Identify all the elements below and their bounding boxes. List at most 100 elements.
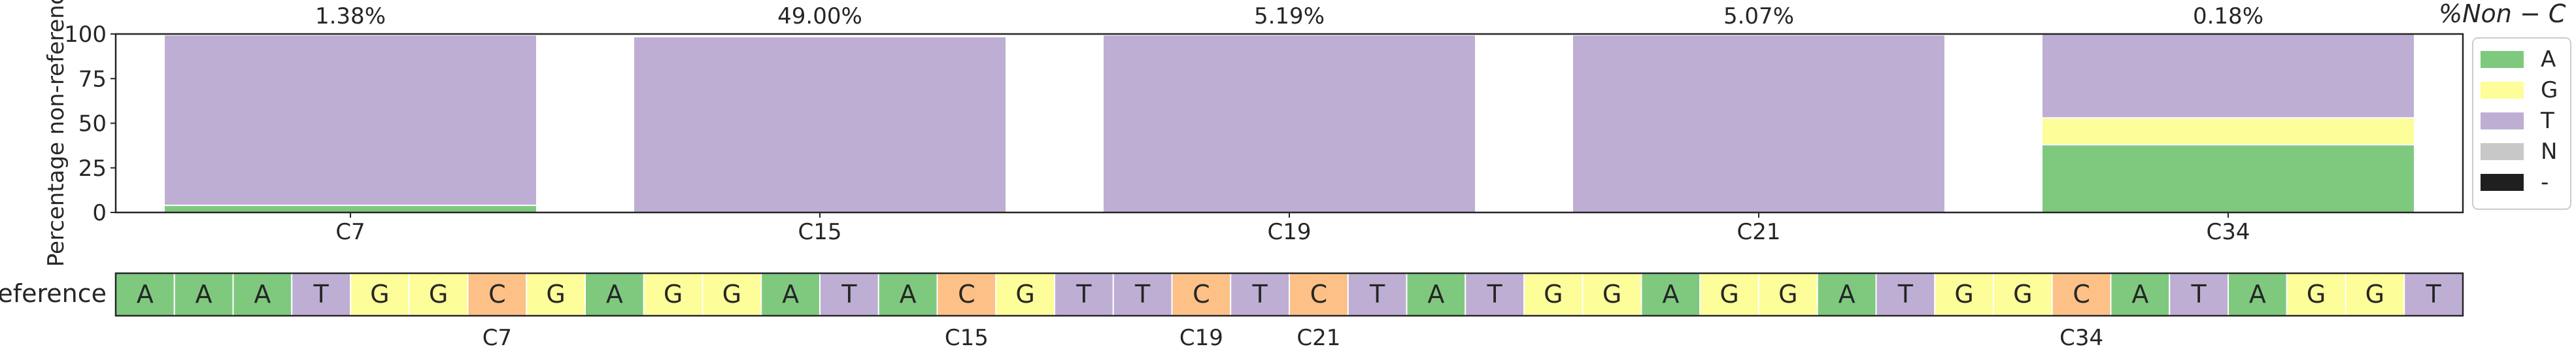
reference-cell <box>1523 273 1584 316</box>
bar-C7-A <box>163 205 537 213</box>
reference-base: A <box>254 280 271 309</box>
reference-base: A <box>1427 280 1444 309</box>
reference-base: A <box>782 280 799 309</box>
reference-label: Reference <box>0 279 107 308</box>
reference-base: G <box>1720 280 1738 309</box>
bar-C34-G <box>2041 117 2415 146</box>
reference-base: G <box>370 280 389 309</box>
x-tick-label-C21: C21 <box>1737 219 1780 245</box>
reference-cell <box>115 273 175 316</box>
bar-C7-T <box>163 34 537 207</box>
reference-cell <box>1699 273 1759 316</box>
reference-cell <box>1230 273 1290 316</box>
reference-cell <box>2110 273 2171 316</box>
legend-label-N: N <box>2541 139 2557 165</box>
axes-layer: C7 1.38% C15 49.00% C19 5.19% C21 5.07% C34 0.18%… <box>64 3 2263 245</box>
reference-cell <box>173 273 234 316</box>
reference-base: T <box>2191 280 2207 309</box>
legend-swatch-A <box>2481 51 2524 68</box>
reference-base: C <box>1193 280 1210 309</box>
reference-cell <box>1112 273 1173 316</box>
reference-base: G <box>1954 280 1973 309</box>
legend-swatch-G <box>2481 82 2524 99</box>
reference-base: T <box>313 280 330 309</box>
bars-layer <box>163 33 2415 214</box>
reference-cell <box>2403 273 2464 316</box>
reference-base: C <box>2073 280 2090 309</box>
reference-base: G <box>546 280 565 309</box>
reference-marker-C19: C19 <box>1179 325 1223 351</box>
top-percent-label-C15: 49.00% <box>777 3 862 29</box>
x-tick-label-C15: C15 <box>798 219 841 245</box>
reference-base: G <box>1015 280 1034 309</box>
reference-base: G <box>429 280 448 309</box>
legend-swatch-T <box>2481 112 2524 129</box>
x-tick-label-C34: C34 <box>2206 219 2250 245</box>
reference-marker-C15: C15 <box>945 325 989 351</box>
reference-marker-C34: C34 <box>2059 325 2103 351</box>
y-tick-label-50: 50 <box>78 111 107 137</box>
reference-base: A <box>1662 280 1679 309</box>
bar-C21-T <box>1572 34 1946 214</box>
reference-cell <box>1406 273 1466 316</box>
bar-C19-T <box>1102 34 1476 214</box>
reference-base: G <box>2365 280 2384 309</box>
reference-base: C <box>1310 280 1328 309</box>
y-tick-label-0: 0 <box>92 200 107 226</box>
reference-base: T <box>1076 280 1092 309</box>
reference-cell <box>1171 273 1232 316</box>
y-tick-label-75: 75 <box>78 66 107 92</box>
legend-swatch-- <box>2481 174 2524 191</box>
reference-base: T <box>1897 280 1914 309</box>
legend-label--: - <box>2541 169 2549 195</box>
reference-cell <box>1875 273 1936 316</box>
reference-base: A <box>1839 280 1856 309</box>
top-percent-label-C34: 0.18% <box>2193 3 2263 29</box>
reference-base: T <box>2426 280 2442 309</box>
reference-base: T <box>841 280 857 309</box>
reference-cell <box>2286 273 2347 316</box>
y-tick-label-100: 100 <box>64 22 107 48</box>
reference-base: G <box>1778 280 1797 309</box>
reference-base: T <box>1252 280 1268 309</box>
y-tick-label-25: 25 <box>78 156 107 182</box>
top-percent-label-C21: 5.07% <box>1723 3 1794 29</box>
bar-C34-A <box>2041 144 2415 213</box>
reference-cell <box>1993 273 2053 316</box>
reference-base: T <box>1487 280 1503 309</box>
reference-base: G <box>1602 280 1621 309</box>
x-tick-label-C19: C19 <box>1267 219 1311 245</box>
reference-cell <box>877 273 938 316</box>
legend-label-A: A <box>2541 46 2556 73</box>
legend-swatch-N <box>2481 143 2524 160</box>
reference-cell <box>702 273 762 316</box>
reference-base: C <box>488 280 506 309</box>
top-axis-label: %Non − C <box>2439 0 2566 28</box>
top-percent-label-C19: 5.19% <box>1254 3 1325 29</box>
reference-base: C <box>958 280 975 309</box>
bar-C15-T <box>633 36 1007 213</box>
reference-base: G <box>722 280 741 309</box>
reference-marker-C21: C21 <box>1296 325 1340 351</box>
reference-cell <box>1582 273 1642 316</box>
reference-base: T <box>1134 280 1151 309</box>
legend-label-T: T <box>2540 108 2554 134</box>
reference-base: A <box>900 280 917 309</box>
reference-base: A <box>2249 280 2266 309</box>
reference-base: G <box>2307 280 2326 309</box>
reference-base: G <box>1544 280 1563 309</box>
reference-cell <box>2228 273 2288 316</box>
reference-base: A <box>2131 280 2148 309</box>
legend-label-G: G <box>2541 77 2558 103</box>
reference-marker-C7: C7 <box>483 325 512 351</box>
reference-base: A <box>195 280 212 309</box>
reference-base: G <box>2013 280 2032 309</box>
reference-cell <box>2345 273 2405 316</box>
x-tick-label-C7: C7 <box>335 219 365 245</box>
reference-base: G <box>664 280 683 309</box>
y-axis-label: Percentage non-reference <box>43 0 69 267</box>
reference-base: A <box>606 280 623 309</box>
bar-C34-T <box>2041 33 2415 119</box>
